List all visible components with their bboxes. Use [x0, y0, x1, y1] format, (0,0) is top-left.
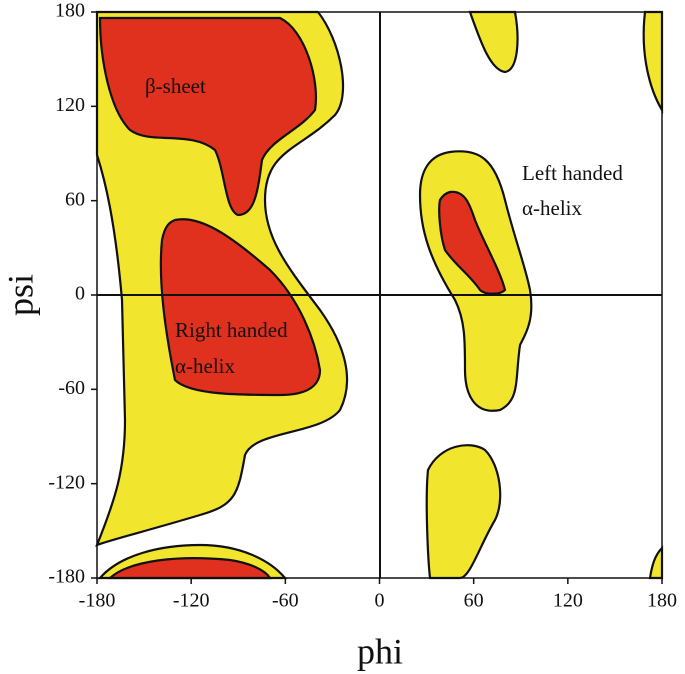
core-region — [98, 16, 317, 217]
x-tick-label: -60 — [272, 590, 299, 612]
x-tick-label: 180 — [647, 590, 677, 612]
core-region — [159, 218, 322, 397]
x-tick-label: -180 — [79, 590, 116, 612]
x-tick-label: 0 — [375, 590, 385, 612]
y-tick-label: -180 — [48, 566, 85, 588]
x-axis-label: phi — [357, 631, 403, 671]
allowed-region — [642, 10, 664, 114]
y-tick-label: -120 — [48, 471, 85, 493]
x-tick-label: -120 — [173, 590, 210, 612]
allowed-region — [468, 10, 519, 74]
y-tick-label: 60 — [65, 188, 85, 210]
y-tick-label: 180 — [55, 0, 85, 22]
annotation: α-helix — [175, 354, 235, 378]
core-region — [438, 190, 507, 295]
allowed-region — [425, 444, 502, 580]
annotation: β-sheet — [145, 74, 206, 98]
y-tick-label: 0 — [75, 283, 85, 305]
regions — [95, 10, 664, 580]
y-axis-label: psi — [0, 274, 40, 316]
x-tick-label: 120 — [553, 590, 583, 612]
annotation: Right handed — [175, 318, 288, 342]
y-tick-label: -60 — [58, 377, 85, 399]
allowed-region — [648, 545, 664, 580]
y-tick-label: 120 — [55, 94, 85, 116]
x-tick-label: 60 — [464, 590, 484, 612]
annotation: Left handed — [522, 161, 623, 185]
core-region — [107, 557, 272, 580]
annotation: α-helix — [522, 196, 582, 220]
